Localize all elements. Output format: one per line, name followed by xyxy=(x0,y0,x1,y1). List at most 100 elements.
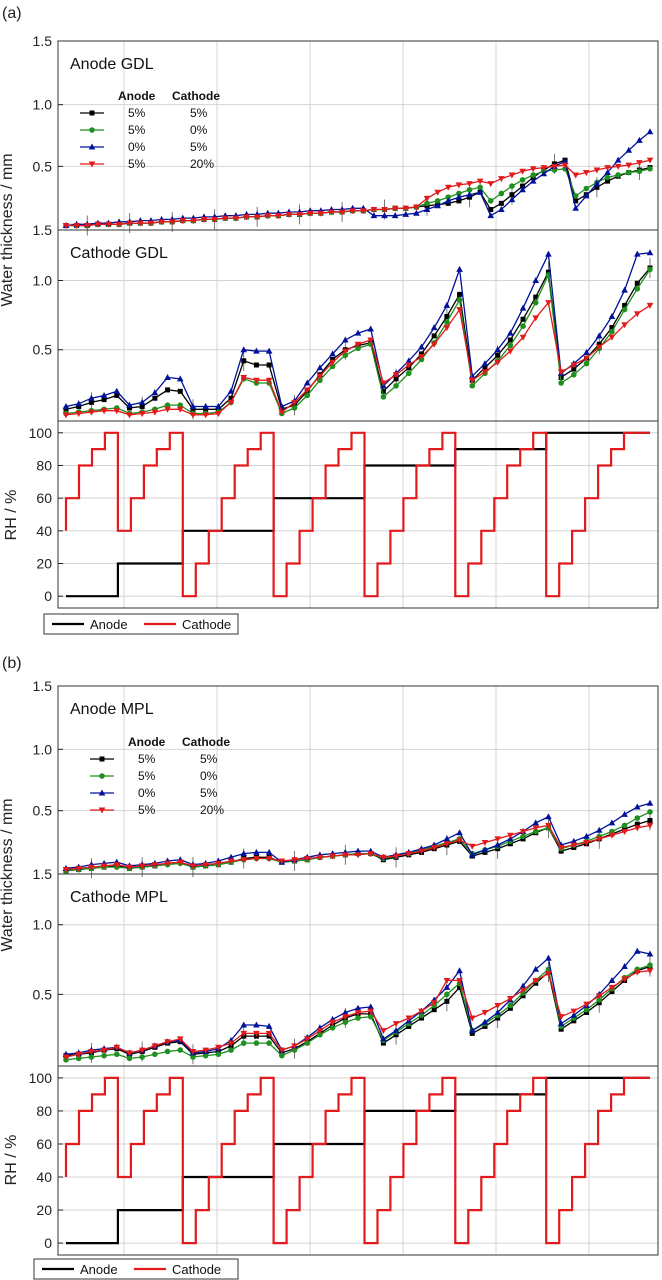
data-point xyxy=(317,377,323,384)
data-point xyxy=(355,345,361,352)
subplot-anode: 0.5 1.0 1.5 1.5 Anode MPL Anode Cathode 5% 5% 5% 0… xyxy=(33,678,659,882)
data-point xyxy=(571,366,577,372)
data-point xyxy=(621,306,628,313)
data-point xyxy=(101,1052,107,1059)
data-point xyxy=(342,852,349,859)
data-point xyxy=(418,354,425,361)
data-point xyxy=(88,864,95,871)
data-point xyxy=(304,392,311,399)
data-point xyxy=(211,216,218,223)
data-point xyxy=(253,848,260,855)
data-point xyxy=(481,1009,489,1016)
legend-header-cathode: Cathode xyxy=(182,735,230,749)
data-point xyxy=(253,377,260,384)
data-point xyxy=(202,1047,209,1054)
data-point xyxy=(443,977,451,984)
data-point xyxy=(444,998,450,1004)
data-point xyxy=(291,1043,298,1050)
data-point xyxy=(215,410,222,417)
data-point xyxy=(360,208,367,215)
data-point xyxy=(113,862,121,869)
data-point xyxy=(137,220,144,227)
data-point xyxy=(444,197,452,204)
rh-line-cathode xyxy=(64,1076,650,1245)
data-point xyxy=(468,1027,476,1034)
data-point xyxy=(291,405,298,411)
data-point xyxy=(176,375,184,382)
data-point xyxy=(227,387,235,394)
data-point xyxy=(265,1022,273,1029)
y-tick-label: 80 xyxy=(36,1103,52,1119)
data-point xyxy=(164,406,171,413)
data-point xyxy=(634,969,641,976)
subplot-anode: 0.5 1.0 1.5 1.5 Anode GDL Anode Cathode 5% 5% 5% 0… xyxy=(33,33,659,238)
data-point xyxy=(519,304,527,311)
data-point xyxy=(88,394,95,401)
data-point xyxy=(177,1047,184,1053)
data-point xyxy=(367,1008,374,1015)
data-point xyxy=(509,192,515,198)
rh-legend-frame xyxy=(43,613,239,635)
data-point xyxy=(265,1030,273,1037)
data-point xyxy=(481,1018,489,1025)
data-point xyxy=(391,212,399,219)
data-point xyxy=(279,1052,285,1059)
data-point xyxy=(215,1044,222,1051)
data-point xyxy=(646,157,654,164)
data-point xyxy=(418,1012,425,1019)
data-point xyxy=(431,1007,437,1013)
data-point xyxy=(342,348,349,355)
data-point xyxy=(202,403,209,410)
data-point xyxy=(634,285,641,292)
data-point xyxy=(583,349,590,356)
series-3 xyxy=(62,157,654,230)
legend-anode-value: 5% xyxy=(128,106,146,120)
data-point xyxy=(582,170,590,176)
data-point xyxy=(189,412,197,419)
data-point xyxy=(571,371,577,378)
y-tick-label: 100 xyxy=(29,425,53,441)
data-point xyxy=(487,181,495,188)
chart-panel-a: (a) Water thickness / mm RH / % 0.5 1.0 1.5 1.… xyxy=(0,5,659,635)
data-point xyxy=(177,402,184,408)
legend-header-anode: Anode xyxy=(128,735,166,749)
data-point xyxy=(466,186,473,193)
data-point xyxy=(621,963,628,970)
data-point xyxy=(646,302,654,309)
y-tick-label: 0 xyxy=(44,1235,52,1251)
data-point xyxy=(392,853,400,860)
legend-anode-value: 5% xyxy=(128,123,146,137)
data-point xyxy=(557,369,565,376)
data-point xyxy=(498,176,505,183)
data-point xyxy=(558,380,564,386)
data-point xyxy=(266,1040,272,1046)
data-point xyxy=(176,1036,184,1043)
data-point xyxy=(625,169,632,176)
data-point xyxy=(228,395,234,401)
data-point xyxy=(634,250,641,257)
data-point xyxy=(296,211,303,218)
data-point xyxy=(621,976,628,983)
data-point xyxy=(176,406,184,413)
data-point xyxy=(203,406,209,412)
data-point xyxy=(443,325,451,332)
data-point xyxy=(100,1047,108,1054)
legend-anode-value: 5% xyxy=(128,157,146,171)
data-point xyxy=(75,1055,82,1062)
data-point xyxy=(520,323,526,329)
data-point xyxy=(202,862,209,869)
rh-legend-label-anode: Anode xyxy=(90,617,128,632)
data-point xyxy=(431,333,437,339)
data-point xyxy=(583,840,590,847)
data-point xyxy=(456,977,463,984)
data-point xyxy=(215,1051,222,1058)
data-point xyxy=(354,341,362,348)
data-point xyxy=(380,380,387,387)
data-point xyxy=(507,342,514,349)
data-point xyxy=(392,372,400,379)
data-point xyxy=(113,408,121,415)
legend-anode-value: 0% xyxy=(138,786,156,800)
legend-anode-value: 5% xyxy=(138,803,156,817)
data-point xyxy=(634,280,640,286)
data-point xyxy=(507,348,514,355)
